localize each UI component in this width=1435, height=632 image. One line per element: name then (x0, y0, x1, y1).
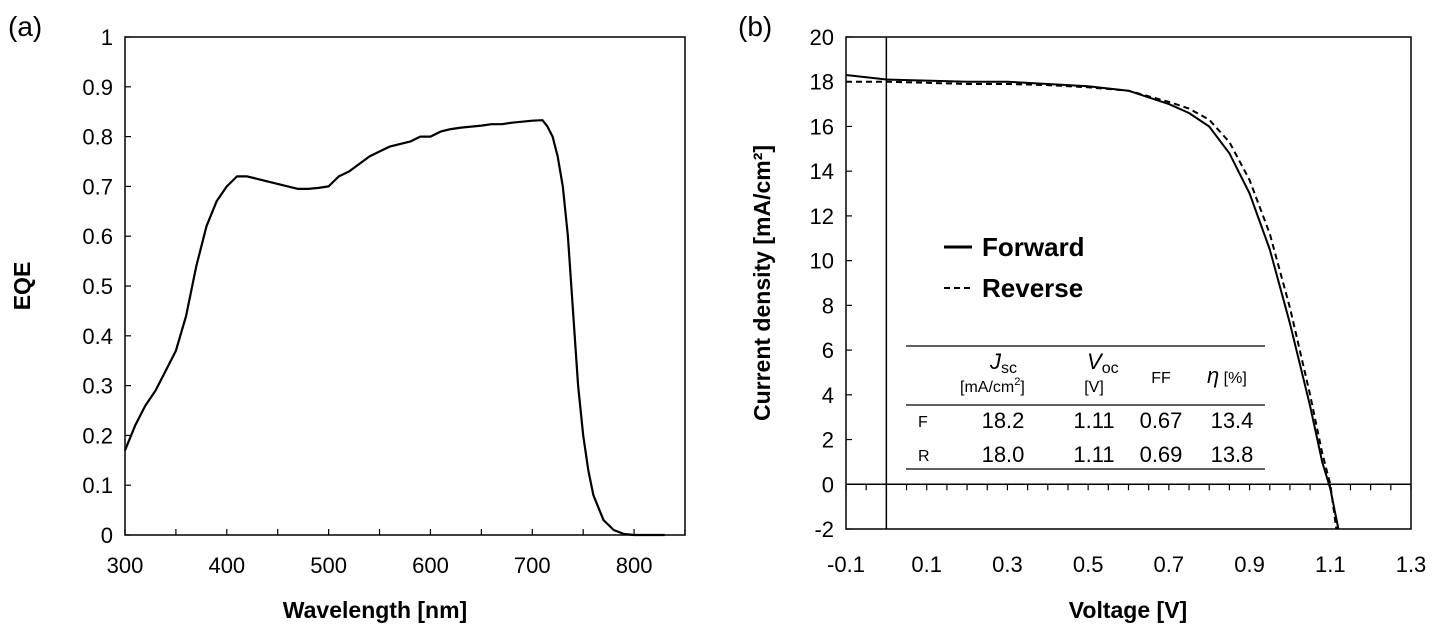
jv-x-tick-label: 1.3 (1396, 552, 1427, 577)
legend-reverse-label: Reverse (982, 273, 1083, 303)
eqe-x-ticks: 300 400 500 600 700 800 (107, 529, 686, 578)
jv-series-forward (845, 74, 1340, 530)
jv-y-tick-label: 16 (810, 114, 834, 139)
eqe-series (123, 119, 665, 537)
eqe-x-tick-label: 800 (616, 553, 653, 578)
eqe-plot-frame (124, 36, 686, 536)
header-ff: FF (1151, 370, 1171, 387)
jv-x-tick-label: -0.1 (827, 552, 865, 577)
eqe-x-tick-label: 300 (107, 553, 144, 578)
jv-x-ticks: -0.1 0.1 0.3 0.5 0.7 0.9 1.1 1.3 (827, 484, 1426, 577)
eqe-y-tick-label: 0.4 (82, 324, 113, 349)
eqe-y-tick-label: 0.2 (82, 423, 113, 448)
jv-y-tick-label: 18 (810, 70, 834, 95)
jv-y-tick-label: 14 (810, 159, 834, 184)
row-f-ff: 0.67 (1140, 408, 1183, 433)
eqe-series-line (123, 119, 665, 537)
jv-y-tick-label: -2 (814, 517, 834, 542)
row-r-label: R (918, 448, 930, 465)
header-voc: Voc (1087, 349, 1119, 377)
eqe-y-tick-label: 0.6 (82, 224, 113, 249)
eqe-y-axis-label: EQE (9, 262, 35, 311)
jv-y-tick-label: 6 (822, 338, 834, 363)
row-f-voc: 1.11 (1073, 408, 1114, 433)
legend-forward-label: Forward (982, 232, 1085, 262)
row-r-eta: 13.8 (1211, 442, 1254, 467)
header-voc-unit: [V] (1084, 379, 1104, 396)
panel-a-label: (a) (8, 11, 42, 42)
eqe-x-axis-label: Wavelength [nm] (283, 597, 467, 623)
eqe-x-tick-label: 500 (310, 553, 347, 578)
jv-plot-frame (845, 36, 1412, 530)
jv-series (845, 74, 1340, 530)
eqe-x-tick-label: 700 (514, 553, 551, 578)
jv-x-tick-label: 0.7 (1154, 552, 1185, 577)
jv-y-ticks: -2 0 2 4 6 8 10 12 14 16 18 20 (810, 25, 852, 542)
row-f-eta: 13.4 (1211, 408, 1254, 433)
jv-x-tick-label: 0.1 (911, 552, 942, 577)
row-r-jsc: 18.0 (982, 442, 1025, 467)
jv-y-tick-label: 8 (822, 293, 834, 318)
eqe-y-ticks: 0 0.1 0.2 0.3 0.4 0.5 0.6 0.7 0.8 0.9 1 (82, 25, 131, 548)
row-f-label: F (918, 414, 928, 431)
jv-legend: Forward Reverse (944, 232, 1085, 303)
jv-y-tick-label: 10 (810, 249, 834, 274)
row-r-voc: 1.11 (1073, 442, 1114, 467)
jv-zero-axes (846, 37, 1411, 529)
jv-y-tick-label: 12 (810, 204, 834, 229)
row-f-jsc: 18.2 (982, 408, 1025, 433)
eqe-x-tick-label: 400 (208, 553, 245, 578)
eqe-y-tick-label: 0 (101, 523, 113, 548)
jv-x-tick-label: 0.9 (1234, 552, 1265, 577)
header-eta: η [%] (1207, 363, 1247, 388)
row-r-ff: 0.69 (1140, 442, 1183, 467)
jv-y-tick-label: 0 (822, 472, 834, 497)
eqe-chart: (a) 0 0.1 0.2 0.3 0.4 0.5 0.6 0.7 0.8 0.9 1 300 400… (8, 11, 686, 623)
eqe-y-tick-label: 0.8 (82, 125, 113, 150)
jv-y-tick-label: 2 (822, 428, 834, 453)
jv-x-tick-label: 0.3 (992, 552, 1023, 577)
eqe-x-tick-label: 600 (412, 553, 449, 578)
jv-chart: (b) -2 0 2 4 6 8 10 12 14 16 18 20 -0.1 0.1 0.3 0.5 0.7… (738, 11, 1426, 623)
header-jsc: Jsc (989, 349, 1017, 377)
eqe-y-tick-label: 0.9 (82, 75, 113, 100)
eqe-y-tick-label: 0.5 (82, 274, 113, 299)
jv-series-reverse (846, 80, 1338, 530)
panel-b-label: (b) (738, 11, 772, 42)
eqe-y-tick-label: 0.1 (82, 473, 113, 498)
jv-y-tick-label: 4 (822, 383, 834, 408)
jv-y-tick-label: 20 (810, 25, 834, 50)
photovoltaic-parameter-table: Jsc [mA/cm2] Voc [V] FF η [%] F 18.2 1.1… (906, 345, 1265, 470)
jv-y-axis-label: Current density [mA/cm²] (749, 145, 775, 421)
jv-x-tick-label: 0.5 (1073, 552, 1104, 577)
eqe-y-tick-label: 0.3 (82, 374, 113, 399)
eqe-y-tick-label: 0.7 (82, 174, 113, 199)
jv-x-axis-label: Voltage [V] (1069, 597, 1187, 623)
header-jsc-unit: [mA/cm2] (960, 376, 1025, 396)
eqe-y-tick-label: 1 (101, 25, 113, 50)
jv-x-tick-label: 1.1 (1315, 552, 1346, 577)
